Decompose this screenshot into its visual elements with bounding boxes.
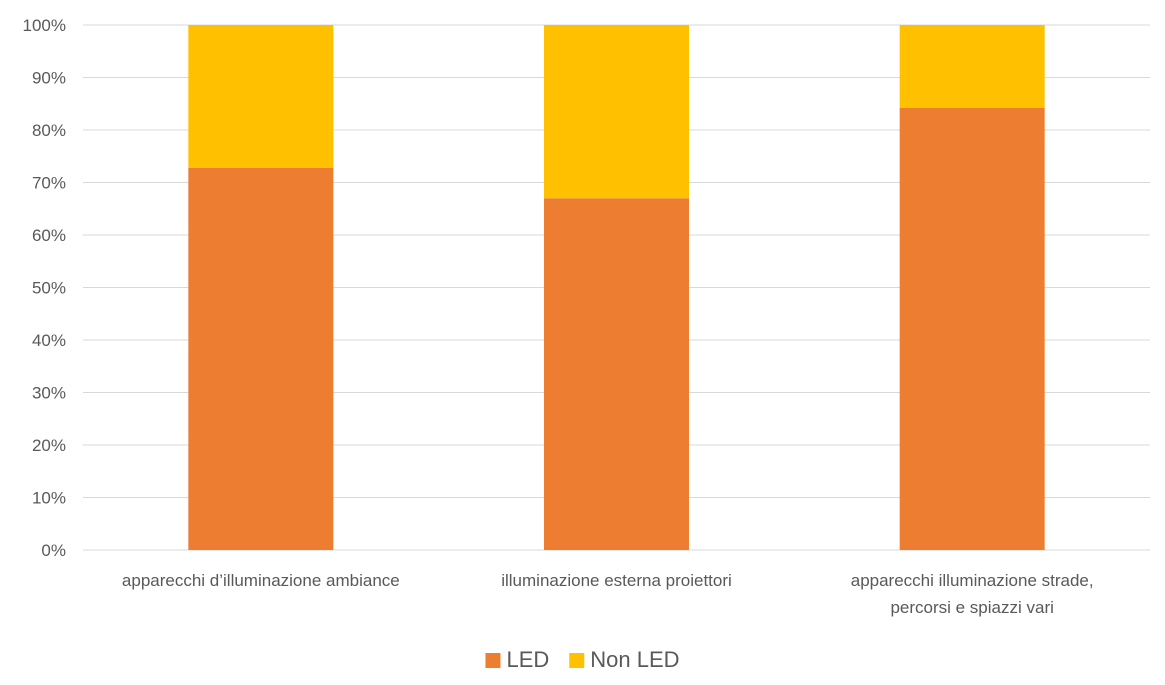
- x-category-label: illuminazione esterna proiettori: [501, 571, 732, 590]
- legend: LED Non LED: [485, 647, 680, 672]
- legend-swatch: [485, 653, 501, 668]
- legend-label: LED: [506, 647, 549, 672]
- bar-led: [188, 167, 334, 551]
- y-tick-label: 70%: [32, 174, 66, 193]
- y-tick-label: 40%: [32, 331, 66, 350]
- legend-item: Non LED: [569, 647, 680, 672]
- y-tick-label: 30%: [32, 384, 66, 403]
- y-tick-label: 60%: [32, 226, 66, 245]
- y-tick-label: 10%: [32, 489, 66, 508]
- x-category-label: apparecchi d’illuminazione ambiance: [122, 571, 400, 590]
- x-category-label-line: percorsi e spiazzi vari: [890, 598, 1053, 617]
- bar-non-led: [544, 25, 689, 199]
- legend-item: LED: [485, 647, 549, 672]
- y-axis-tick-labels: 0% 10% 20% 30% 40% 50% 60% 70% 80% 90% 100%: [23, 16, 66, 560]
- y-tick-label: 90%: [32, 69, 66, 88]
- x-category-label: apparecchi illuminazione strade, percorsi…: [851, 571, 1094, 617]
- y-tick-label: 20%: [32, 436, 66, 455]
- legend-label: Non LED: [590, 647, 679, 672]
- y-tick-label: 0%: [41, 541, 66, 560]
- x-axis-category-labels: apparecchi d’illuminazione ambiance illum…: [122, 571, 1094, 617]
- legend-swatch: [569, 653, 585, 668]
- bar-non-led: [899, 25, 1045, 108]
- y-tick-label: 100%: [23, 16, 66, 35]
- y-tick-label: 80%: [32, 121, 66, 140]
- bar-led: [544, 198, 689, 550]
- bar-led: [899, 107, 1045, 550]
- bars: [188, 25, 1045, 551]
- x-category-label-line: apparecchi d’illuminazione ambiance: [122, 571, 400, 590]
- bar-non-led: [188, 25, 334, 168]
- x-category-label-line: illuminazione esterna proiettori: [501, 571, 732, 590]
- y-tick-label: 50%: [32, 279, 66, 298]
- x-category-label-line: apparecchi illuminazione strade,: [851, 571, 1094, 590]
